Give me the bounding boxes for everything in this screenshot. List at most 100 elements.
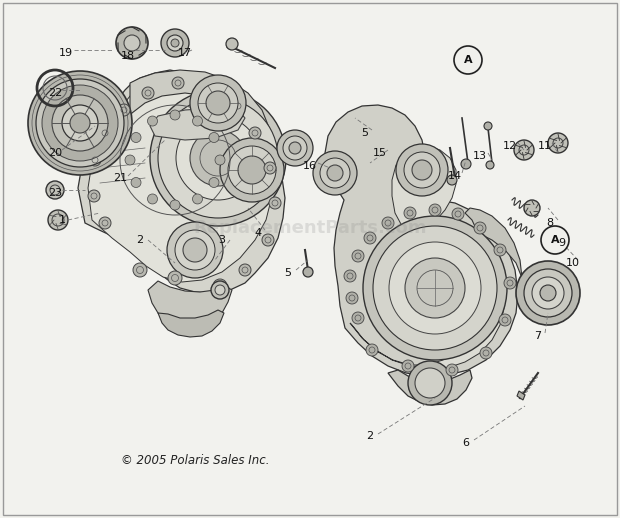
Circle shape bbox=[402, 360, 414, 372]
Polygon shape bbox=[388, 370, 472, 405]
Polygon shape bbox=[517, 391, 525, 400]
Text: 18: 18 bbox=[121, 51, 135, 61]
Circle shape bbox=[499, 314, 511, 326]
Circle shape bbox=[215, 155, 225, 165]
Circle shape bbox=[228, 146, 276, 194]
Circle shape bbox=[373, 226, 497, 350]
Circle shape bbox=[327, 165, 343, 181]
Text: 16: 16 bbox=[303, 161, 317, 171]
Circle shape bbox=[150, 90, 286, 226]
Text: A: A bbox=[464, 55, 472, 65]
Circle shape bbox=[408, 361, 452, 405]
Circle shape bbox=[429, 204, 441, 216]
Text: 5: 5 bbox=[285, 268, 291, 278]
Circle shape bbox=[412, 160, 432, 180]
Circle shape bbox=[213, 279, 227, 293]
Circle shape bbox=[99, 217, 111, 229]
Circle shape bbox=[232, 100, 244, 112]
Circle shape bbox=[494, 244, 506, 256]
Circle shape bbox=[238, 156, 266, 184]
Circle shape bbox=[168, 271, 182, 285]
Circle shape bbox=[133, 263, 147, 277]
Circle shape bbox=[52, 95, 108, 151]
Text: 3: 3 bbox=[218, 235, 226, 245]
Circle shape bbox=[176, 116, 260, 200]
Circle shape bbox=[125, 155, 135, 165]
Polygon shape bbox=[88, 73, 273, 282]
Circle shape bbox=[313, 151, 357, 195]
Text: 22: 22 bbox=[48, 88, 62, 98]
Circle shape bbox=[320, 158, 350, 188]
Circle shape bbox=[89, 154, 101, 166]
Circle shape bbox=[142, 87, 154, 99]
Text: 5: 5 bbox=[361, 128, 368, 138]
Circle shape bbox=[363, 216, 507, 360]
Circle shape bbox=[116, 27, 148, 59]
Text: 20: 20 bbox=[48, 148, 62, 158]
Circle shape bbox=[514, 140, 534, 160]
Circle shape bbox=[220, 138, 284, 202]
Polygon shape bbox=[325, 105, 518, 376]
Circle shape bbox=[264, 162, 276, 174]
Text: A: A bbox=[551, 235, 559, 245]
Circle shape bbox=[405, 258, 465, 318]
Text: 10: 10 bbox=[566, 258, 580, 268]
Circle shape bbox=[415, 368, 445, 398]
Polygon shape bbox=[78, 70, 285, 293]
Polygon shape bbox=[350, 146, 504, 369]
Polygon shape bbox=[158, 310, 224, 337]
Circle shape bbox=[211, 281, 229, 299]
Polygon shape bbox=[465, 208, 522, 278]
Circle shape bbox=[447, 175, 457, 185]
Circle shape bbox=[283, 136, 307, 160]
Polygon shape bbox=[150, 108, 245, 140]
Circle shape bbox=[190, 75, 246, 131]
Text: 14: 14 bbox=[448, 171, 462, 181]
Circle shape bbox=[382, 217, 394, 229]
Circle shape bbox=[344, 270, 356, 282]
Circle shape bbox=[269, 197, 281, 209]
Circle shape bbox=[404, 207, 416, 219]
Circle shape bbox=[303, 267, 313, 277]
Circle shape bbox=[548, 133, 568, 153]
Circle shape bbox=[192, 116, 203, 126]
Text: 8: 8 bbox=[546, 218, 554, 228]
Circle shape bbox=[364, 232, 376, 244]
Circle shape bbox=[36, 79, 124, 167]
Circle shape bbox=[352, 312, 364, 324]
Circle shape bbox=[404, 152, 440, 188]
Circle shape bbox=[532, 277, 564, 309]
Circle shape bbox=[277, 130, 313, 166]
Circle shape bbox=[62, 105, 98, 141]
Text: 11: 11 bbox=[538, 141, 552, 151]
Circle shape bbox=[396, 144, 448, 196]
Circle shape bbox=[170, 110, 180, 120]
Text: 7: 7 bbox=[534, 331, 541, 341]
Text: 17: 17 bbox=[178, 48, 192, 58]
Circle shape bbox=[190, 130, 246, 186]
Circle shape bbox=[167, 35, 183, 51]
Circle shape bbox=[389, 242, 481, 334]
Circle shape bbox=[124, 35, 140, 51]
Text: 2: 2 bbox=[366, 431, 374, 441]
Circle shape bbox=[42, 85, 118, 161]
Text: 12: 12 bbox=[503, 141, 517, 151]
Circle shape bbox=[249, 127, 261, 139]
Circle shape bbox=[516, 261, 580, 325]
Circle shape bbox=[161, 29, 189, 57]
Circle shape bbox=[171, 39, 179, 47]
Circle shape bbox=[170, 200, 180, 210]
Polygon shape bbox=[148, 281, 232, 328]
Circle shape bbox=[204, 84, 216, 96]
Text: 23: 23 bbox=[48, 188, 62, 198]
Circle shape bbox=[366, 344, 378, 356]
Text: 2: 2 bbox=[136, 235, 144, 245]
Circle shape bbox=[474, 222, 486, 234]
Circle shape bbox=[167, 222, 223, 278]
Circle shape bbox=[226, 38, 238, 50]
Circle shape bbox=[454, 46, 482, 74]
Circle shape bbox=[206, 91, 230, 115]
Circle shape bbox=[99, 127, 111, 139]
Circle shape bbox=[289, 142, 301, 154]
Circle shape bbox=[209, 178, 219, 188]
